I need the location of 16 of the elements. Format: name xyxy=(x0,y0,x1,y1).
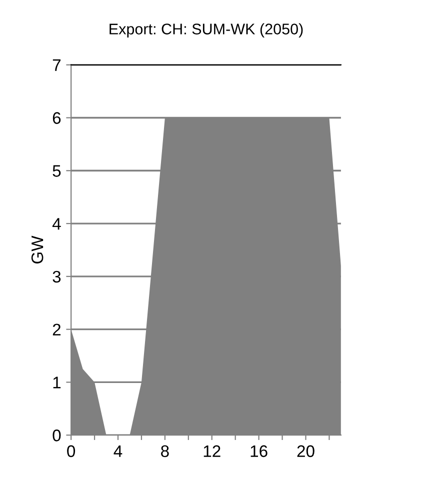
y-tick-label: 2 xyxy=(52,324,61,336)
y-tick-label: 6 xyxy=(52,112,61,124)
chart-title: Export: CH: SUM-WK (2050) xyxy=(110,23,303,38)
x-tick-label: 16 xyxy=(250,445,268,458)
y-tick-label: 3 xyxy=(52,270,61,283)
x-tick-label: 0 xyxy=(67,445,76,458)
x-tick-label: 4 xyxy=(114,445,122,457)
x-tick-label: 20 xyxy=(297,445,314,458)
y-tick-label: 5 xyxy=(52,165,61,177)
y-tick-label: 4 xyxy=(52,218,61,230)
y-tick-label: 1 xyxy=(53,376,61,388)
x-tick-label: 12 xyxy=(204,445,220,457)
y-tick-label: 0 xyxy=(52,430,61,442)
x-tick-label: 8 xyxy=(161,445,169,458)
y-tick-label: 7 xyxy=(52,59,61,71)
y-axis-title: GW xyxy=(31,236,44,264)
